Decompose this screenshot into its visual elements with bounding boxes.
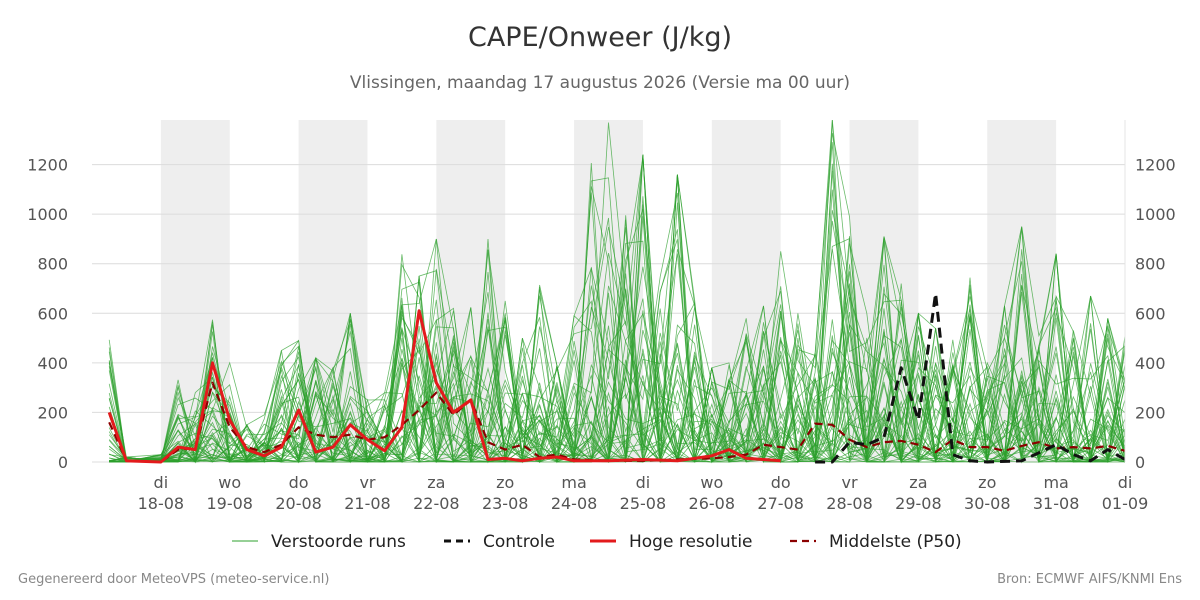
y-tick-right-400: 400 [1135, 354, 1166, 373]
x-tick-date: 31-08 [1033, 494, 1080, 513]
y-tick-left-0: 0 [58, 453, 68, 472]
ensemble-member-line [108, 226, 1126, 464]
x-tick-date: 26-08 [689, 494, 736, 513]
y-tick-right-1000: 1000 [1135, 205, 1176, 224]
ensemble-member-line [109, 300, 1126, 464]
y-tick-left-1200: 1200 [27, 156, 68, 175]
legend-label: Verstoorde runs [271, 532, 406, 552]
x-tick-date: 28-08 [826, 494, 873, 513]
y-tick-right-800: 800 [1135, 255, 1166, 274]
ensemble-member-line [109, 254, 1126, 463]
ensemble-member-line [108, 174, 1126, 464]
x-tick-day: wo [700, 473, 723, 492]
y-tick-right-0: 0 [1135, 453, 1145, 472]
weekend-shading [160, 120, 1057, 462]
x-tick-date: 24-08 [551, 494, 598, 513]
x-tick-date: 21-08 [344, 494, 391, 513]
x-tick-date: 20-08 [275, 494, 322, 513]
ensemble-members [108, 119, 1126, 464]
legend-label: Controle [483, 532, 555, 552]
x-tick-date: 23-08 [482, 494, 529, 513]
ensemble-member-line [109, 202, 1126, 464]
x-tick-date: 30-08 [964, 494, 1011, 513]
x-tick-day: vr [842, 473, 858, 492]
footer-source: Bron: ECMWF AIFS/KNMI Ens [997, 572, 1182, 587]
chart-subtitle: Vlissingen, maandag 17 augustus 2026 (Ve… [349, 73, 851, 93]
axes: 0 0 200 200 400 400 600 600 800 800 1000 1000 1200 12… [27, 120, 1176, 513]
series-line-hoge-resolutie [107, 309, 781, 464]
x-tick-day: ma [561, 473, 586, 492]
y-tick-left-600: 600 [37, 304, 68, 323]
y-tick-right-1200: 1200 [1135, 156, 1176, 175]
y-tick-left-800: 800 [37, 255, 68, 274]
x-tick-day: wo [218, 473, 241, 492]
x-tick-day: do [289, 473, 309, 492]
x-tick-date: 25-08 [620, 494, 667, 513]
ensemble-member-line [109, 208, 1126, 463]
ensemble-member-line [109, 273, 1126, 463]
y-tick-left-400: 400 [37, 354, 68, 373]
y-tick-right-600: 600 [1135, 304, 1166, 323]
x-tick-date: 18-08 [138, 494, 185, 513]
x-tick-day: zo [978, 473, 996, 492]
series-line-controle [815, 292, 1126, 464]
x-tick-date: 22-08 [413, 494, 460, 513]
x-tick-day: di [1118, 473, 1133, 492]
x-tick-day: do [771, 473, 791, 492]
y-tick-right-200: 200 [1135, 403, 1166, 422]
main-series [107, 292, 1126, 464]
x-tick-date: 27-08 [757, 494, 804, 513]
y-tick-left-200: 200 [37, 403, 68, 422]
x-tick-day: ma [1043, 473, 1068, 492]
legend-label: Hoge resolutie [629, 532, 753, 552]
y-tick-left-1000: 1000 [27, 205, 68, 224]
x-tick-date: 29-08 [895, 494, 942, 513]
x-tick-date: 01-09 [1102, 494, 1149, 513]
footer-generator: Gegenereerd door MeteoVPS (meteo-service… [18, 572, 330, 587]
x-tick-day: zo [496, 473, 514, 492]
x-tick-day: di [154, 473, 169, 492]
shaded-day-band [436, 120, 506, 462]
shaded-day-band [987, 120, 1057, 462]
x-tick-day: di [636, 473, 651, 492]
chart-title: CAPE/Onweer (J/kg) [467, 22, 732, 53]
x-tick-day: vr [359, 473, 375, 492]
x-tick-day: za [909, 473, 927, 492]
x-tick-day: za [427, 473, 445, 492]
x-tick-date: 19-08 [206, 494, 253, 513]
legend: Verstoorde runs Controle Hoge resolutie Mid… [232, 532, 962, 552]
legend-label: Middelste (P50) [829, 532, 962, 552]
